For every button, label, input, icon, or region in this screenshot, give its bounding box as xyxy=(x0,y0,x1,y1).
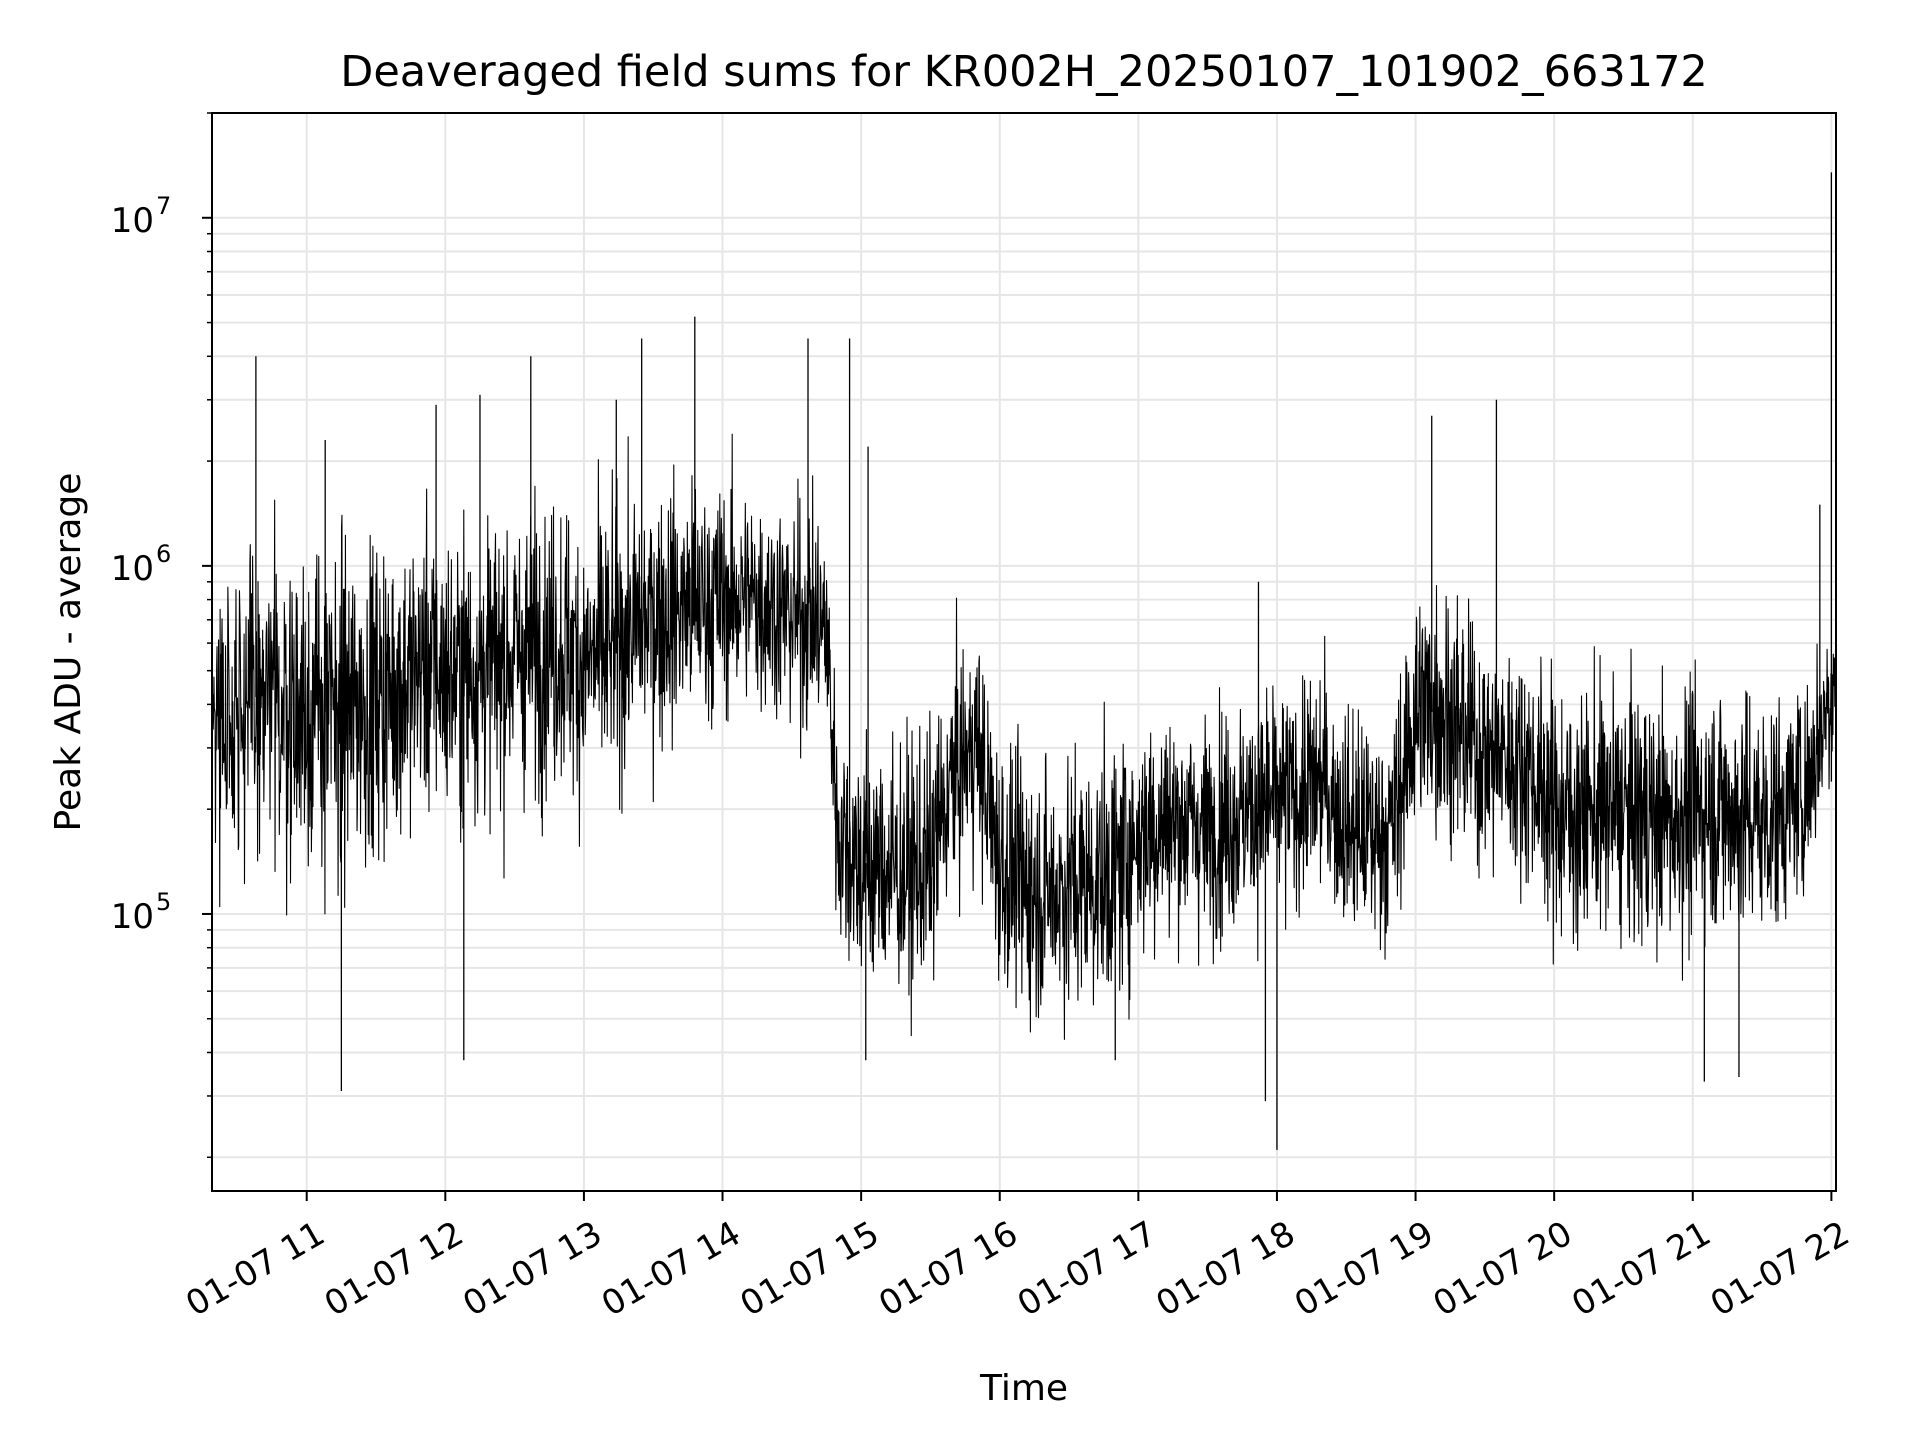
x-axis-label: Time xyxy=(979,1368,1068,1409)
series-layer xyxy=(211,172,1837,1150)
y-tick-label: 10 xyxy=(111,897,154,937)
series-line xyxy=(211,433,1837,1040)
y-tick-label: 10 xyxy=(111,201,154,241)
y-tick-label: 10 xyxy=(111,549,154,589)
plot-frame xyxy=(211,112,1837,1192)
y-tick-label-exponent: 5 xyxy=(156,888,171,916)
y-tick-label-exponent: 6 xyxy=(156,540,171,568)
y-axis-label: Peak ADU - average xyxy=(48,473,89,832)
y-tick-label-exponent: 7 xyxy=(156,192,171,220)
chart-title: Deaveraged field sums for KR002H_2025010… xyxy=(340,47,1708,97)
